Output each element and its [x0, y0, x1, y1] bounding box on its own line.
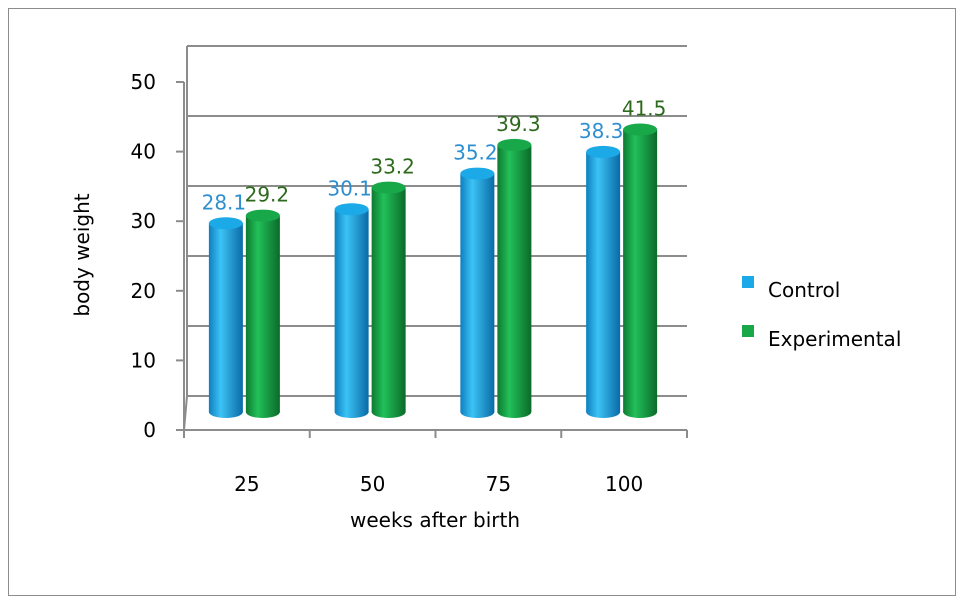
y-axis-title: body weight: [70, 193, 94, 316]
y-tick-label: 10: [131, 348, 156, 372]
x-tick-label: 50: [360, 472, 385, 496]
legend-swatch-control: [742, 276, 754, 288]
data-label-control: 38.3: [579, 119, 624, 143]
bar-control-100: [586, 145, 621, 418]
legend: Control Experimental: [742, 276, 901, 351]
bar-experimental-100: [623, 123, 658, 418]
y-tick-label: 30: [131, 209, 156, 233]
data-label-experimental: 33.2: [370, 155, 415, 179]
y-tick-label: 20: [131, 279, 156, 303]
data-label-control: 30.1: [327, 176, 372, 200]
legend-swatch-experimental: [742, 325, 754, 337]
data-label-experimental: 29.2: [245, 183, 290, 207]
x-tick-label: 100: [605, 472, 643, 496]
data-label-control: 28.1: [202, 190, 247, 214]
bar-experimental-75: [497, 138, 532, 418]
axes-group: 0 10 20 30 40 50 25 50 75 100: [131, 70, 688, 496]
data-label-experimental: 39.3: [496, 112, 541, 136]
legend-label-experimental: Experimental: [768, 327, 901, 351]
y-tick-label: 50: [131, 70, 156, 94]
data-labels-group: 28.1 30.1 35.2 38.3 29.2 33.2 39.3 41.5: [202, 97, 667, 215]
bar-control-75: [460, 167, 495, 418]
bar-experimental-50: [371, 181, 406, 418]
y-tick-label: 40: [131, 140, 156, 164]
x-axis-title: weeks after birth: [350, 508, 520, 532]
bar-experimental-25: [245, 209, 280, 418]
data-label-control: 35.2: [453, 141, 498, 165]
y-tick-label: 0: [143, 418, 156, 442]
x-tick-label: 25: [234, 472, 259, 496]
bar-control-25: [208, 217, 243, 418]
legend-label-control: Control: [768, 278, 840, 302]
x-tick-label: 75: [486, 472, 511, 496]
bar-control-50: [334, 203, 369, 418]
bars-group: [208, 123, 658, 418]
data-label-experimental: 41.5: [622, 97, 667, 121]
